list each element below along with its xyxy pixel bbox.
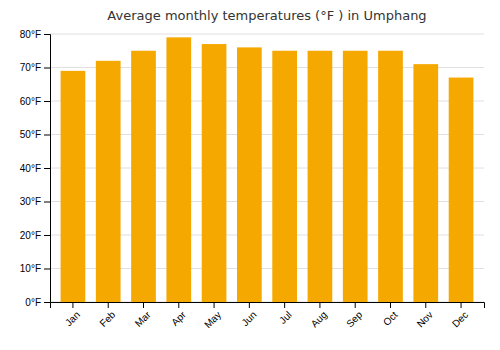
bar [343,51,368,302]
title: Average monthly temperatures (°F ) in Um… [107,8,426,23]
tick-label: 40°F [20,163,41,174]
tick-label: 60°F [20,96,41,107]
tick-label: Jul [277,309,294,326]
axis-line [51,303,485,309]
tick: 0°F [25,297,50,308]
tick: Aug [309,302,329,329]
tick-label: 20°F [20,230,41,241]
chart: 0°F 10°F 20°F 30°F 40°F 50°F 60°F 70°F 80°F Jan Fe… [0,0,500,350]
tick-mark [390,302,391,308]
tick: Jul [277,302,294,326]
tick-mark [143,302,144,308]
grid-line [50,34,484,35]
bars [61,37,474,302]
tick: Jun [239,302,258,328]
tick: Feb [97,302,117,329]
bar [378,51,403,302]
tick: Nov [415,302,435,329]
bar [131,51,156,302]
bar [413,64,438,302]
tick: 30°F [20,196,50,207]
tick-mark [425,302,426,308]
bar [61,71,86,302]
tick-mark [461,302,462,308]
bar [272,51,297,302]
tick: 40°F [20,163,50,174]
bar [166,37,191,302]
tick: Apr [169,302,188,328]
tick: May [202,302,223,330]
tick: Oct [381,302,400,328]
tick-label: Oct [381,309,400,328]
bar [202,44,227,302]
tick: Jan [63,302,82,328]
tick-label: 30°F [20,196,41,207]
tick-label: Nov [415,309,435,329]
bar [449,78,474,302]
tick-label: 70°F [20,62,41,73]
tick-mark [178,302,179,308]
tick-label: May [202,309,223,330]
tick-mark [355,302,356,308]
tick-label: Feb [97,309,117,329]
tick-label: Jun [239,309,258,328]
tick-mark [44,202,50,203]
tick: Sep [344,302,365,329]
tick-mark [108,302,109,308]
tick-label: 50°F [20,129,41,140]
tick-mark [44,302,50,303]
tick-mark [44,135,50,136]
x-axis: Jan Feb Mar Apr May Jun Jul Aug Sep Oct Nov Dec [51,302,485,330]
tick-label: Apr [169,309,188,328]
grid [50,34,484,302]
tick: Dec [450,302,470,329]
bar [96,61,121,302]
tick-label: Sep [344,309,365,330]
tick-label: Jan [63,309,82,328]
tick-label: Mar [133,309,153,329]
tick: 60°F [20,96,50,107]
tick-mark [44,34,50,35]
tick-mark [44,168,50,169]
tick-mark [44,235,50,236]
tick: 80°F [20,29,50,40]
tick-mark [72,302,73,308]
tick: Mar [133,302,153,329]
tick-mark [44,68,50,69]
tick-mark [284,302,285,308]
tick-mark [214,302,215,308]
tick-label: 0°F [25,297,41,308]
tick-label: Aug [309,309,329,329]
tick-mark [319,302,320,308]
y-axis: 0°F 10°F 20°F 30°F 40°F 50°F 60°F 70°F 80°F [20,29,51,308]
plot: 0°F 10°F 20°F 30°F 40°F 50°F 60°F 70°F 80°F Jan Fe… [20,29,485,331]
tick: 50°F [20,129,50,140]
tick-mark [44,101,50,102]
bar [237,47,262,302]
tick: 10°F [20,263,50,274]
tick-label: 80°F [20,29,41,40]
tick-label: 10°F [20,263,41,274]
bar [308,51,333,302]
tick-mark [44,269,50,270]
tick: 70°F [20,62,50,73]
axis-line [44,35,51,303]
tick-label: Dec [450,309,470,329]
tick: 20°F [20,230,50,241]
tick-mark [249,302,250,308]
